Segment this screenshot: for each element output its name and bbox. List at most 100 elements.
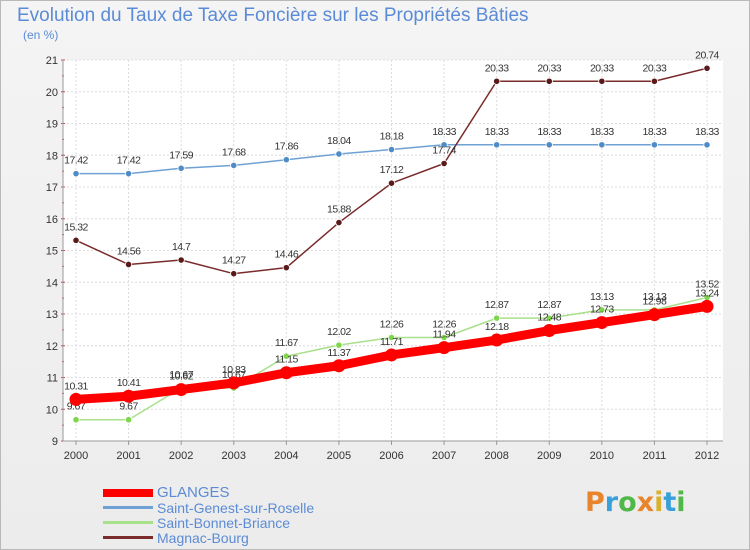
x-tick-label: 2009: [537, 450, 561, 462]
y-tick-label: 16: [46, 214, 58, 226]
data-label-glanges: 10.41: [117, 377, 141, 389]
legend-item-glanges: GLANGES: [103, 484, 314, 501]
data-label-glanges: 10.31: [64, 380, 88, 392]
data-label-saint-bonnet-briance: 12.87: [537, 299, 561, 311]
proxiti-logo: Proxiti: [585, 487, 686, 518]
legend-label-magnac-bourg: Magnac-Bourg: [157, 529, 249, 546]
legend-item-saint-bonnet: Saint-Bonnet-Briance: [103, 515, 314, 531]
data-point-saint-genest-sur-roselle: [230, 161, 238, 170]
data-point-glanges: [174, 383, 188, 397]
x-tick-label: 2001: [116, 450, 140, 462]
data-point-glanges: [69, 392, 83, 406]
x-tick-label: 2011: [643, 450, 667, 462]
y-tick-label: 11: [47, 373, 58, 385]
data-point-magnac-bourg: [72, 236, 80, 244]
data-point-glanges: [332, 359, 346, 373]
data-label-glanges: 11.15: [275, 354, 299, 366]
data-point-magnac-bourg: [124, 260, 133, 269]
legend-label-glanges: GLANGES: [157, 484, 230, 501]
y-tick-label: 21: [46, 55, 58, 67]
data-point-glanges: [490, 333, 504, 347]
logo-letter: r: [604, 487, 619, 518]
data-label-magnac-bourg: 14.56: [117, 245, 141, 257]
x-tick-label: 2007: [432, 450, 456, 462]
data-label-saint-genest-sur-roselle: 18.04: [327, 135, 351, 147]
data-label-magnac-bourg: 15.32: [64, 221, 88, 233]
data-label-glanges: 10.83: [222, 364, 246, 376]
data-label-saint-bonnet-briance: 12.87: [485, 299, 509, 311]
chart-title: Evolution du Taux de Taxe Foncière sur l…: [17, 5, 529, 26]
data-label-saint-bonnet-briance: 9.67: [119, 401, 138, 413]
legend-item-magnac-bourg: Magnac-Bourg: [103, 529, 314, 546]
data-label-glanges: 13.24: [695, 287, 719, 299]
data-point-saint-genest-sur-roselle: [545, 141, 553, 149]
data-point-magnac-bourg: [335, 218, 343, 227]
legend-swatch-saint-bonnet: [103, 521, 153, 524]
data-label-magnac-bourg: 15.88: [327, 204, 351, 216]
data-label-glanges: 12.48: [537, 312, 561, 324]
data-label-saint-genest-sur-roselle: 18.33: [695, 126, 719, 138]
data-point-glanges: [227, 376, 241, 390]
data-label-magnac-bourg: 20.33: [643, 62, 667, 74]
data-label-glanges: 12.18: [485, 321, 509, 333]
unit-label: (en %): [23, 28, 59, 42]
data-point-saint-genest-sur-roselle: [650, 141, 659, 149]
logo-letter: P: [585, 487, 605, 518]
x-tick-label: 2005: [327, 450, 351, 462]
data-label-saint-bonnet-briance: 12.26: [380, 318, 404, 330]
data-label-glanges: 11.37: [327, 347, 351, 359]
y-tick-label: 9: [52, 436, 58, 448]
y-tick-label: 18: [46, 150, 58, 162]
logo-letter: x: [636, 487, 655, 518]
data-label-magnac-bourg: 20.74: [695, 49, 719, 61]
data-label-glanges: 11.94: [433, 329, 457, 341]
x-tick-label: 2008: [484, 450, 508, 462]
data-label-saint-genest-sur-roselle: 18.18: [380, 131, 404, 143]
data-point-saint-genest-sur-roselle: [598, 141, 606, 149]
y-tick-label: 14: [46, 277, 58, 289]
data-label-saint-genest-sur-roselle: 18.33: [590, 126, 614, 138]
data-label-magnac-bourg: 20.33: [485, 62, 509, 74]
logo-letter: i: [676, 487, 686, 518]
data-label-saint-genest-sur-roselle: 18.33: [643, 126, 667, 138]
data-label-saint-genest-sur-roselle: 17.86: [274, 141, 298, 153]
data-point-saint-genest-sur-roselle: [493, 141, 501, 149]
data-point-glanges: [542, 324, 556, 338]
logo-letter: i: [654, 487, 664, 518]
data-label-magnac-bourg: 20.33: [590, 62, 614, 74]
data-point-magnac-bourg: [230, 270, 238, 278]
data-point-magnac-bourg: [387, 179, 396, 187]
data-point-saint-bonnet-briance: [124, 416, 133, 424]
data-point-magnac-bourg: [177, 256, 185, 264]
data-point-saint-bonnet-briance: [545, 314, 553, 322]
y-tick-label: 19: [46, 119, 58, 131]
data-label-glanges: 12.73: [590, 304, 614, 316]
y-tick-label: 10: [46, 404, 58, 416]
y-tick-label: 13: [46, 309, 58, 321]
data-label-saint-genest-sur-roselle: 17.68: [222, 146, 246, 158]
data-point-saint-bonnet-briance: [282, 352, 290, 360]
legend-label-saint-genest: Saint-Genest-sur-Roselle: [157, 499, 315, 516]
data-label-saint-bonnet-briance: 12.02: [327, 326, 351, 338]
legend-swatch-glanges: [103, 488, 153, 497]
data-label-magnac-bourg: 17.12: [380, 164, 404, 176]
data-label-saint-bonnet-briance: 11.67: [275, 337, 299, 349]
data-point-glanges: [279, 366, 293, 380]
data-point-magnac-bourg: [598, 77, 606, 85]
legend-swatch-saint-genest: [103, 506, 153, 509]
data-point-glanges: [437, 341, 451, 355]
x-tick-label: 2002: [169, 450, 193, 462]
data-label-saint-bonnet-briance: 13.13: [590, 291, 614, 303]
data-label-saint-bonnet-briance: 12.26: [432, 318, 456, 330]
data-label-saint-bonnet-briance: 13.13: [643, 291, 667, 303]
data-label-glanges: 12.98: [643, 296, 667, 308]
data-label-saint-genest-sur-roselle: 17.42: [117, 155, 141, 167]
data-label-glanges: 11.71: [380, 336, 404, 348]
x-tick-label: 2000: [64, 450, 88, 462]
data-label-magnac-bourg: 14.7: [172, 241, 191, 253]
data-label-saint-genest-sur-roselle: 17.42: [64, 155, 88, 167]
data-point-glanges: [385, 348, 398, 362]
data-point-saint-genest-sur-roselle: [282, 156, 290, 164]
data-point-saint-bonnet-briance: [335, 341, 343, 349]
